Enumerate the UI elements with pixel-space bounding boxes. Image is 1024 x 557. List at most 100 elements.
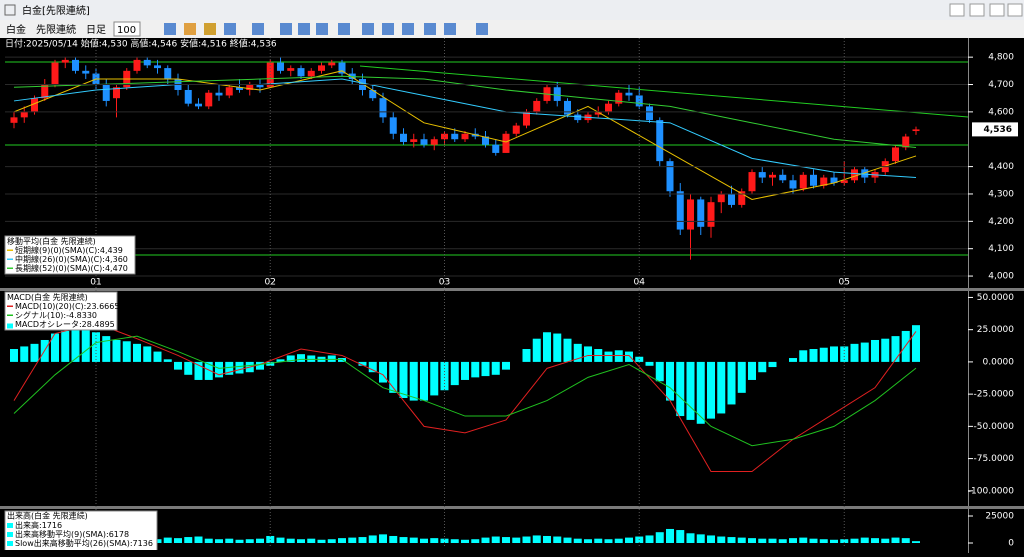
macd-bar — [430, 361, 439, 396]
macd-bar — [830, 346, 838, 362]
volume-bar — [758, 538, 767, 544]
macd-bar — [286, 355, 295, 362]
x-tick-label: 04 — [634, 278, 646, 288]
macd-bar — [379, 361, 387, 383]
candle-body — [553, 87, 561, 101]
candle-body — [287, 68, 295, 71]
macd-bar — [266, 361, 275, 366]
candle-body — [277, 62, 284, 71]
y-tick-label: 4,800 — [988, 53, 1014, 63]
legend-label: 長期線(52)(0)(SMA)(C):4,470 — [15, 263, 128, 273]
macd-bar — [256, 361, 264, 370]
volume-bar — [563, 537, 572, 544]
volume-bar — [584, 539, 592, 544]
macd-bar — [532, 338, 541, 362]
candle-body — [635, 95, 643, 107]
volume-bar — [912, 541, 920, 544]
macd-bar — [215, 361, 223, 378]
legend-swatch — [7, 523, 13, 528]
contract-menu[interactable]: 先限連続 — [36, 23, 76, 36]
x-tick-label: 02 — [265, 278, 276, 288]
macd-bar — [440, 361, 449, 391]
y-tick-label: 4,100 — [988, 244, 1014, 254]
macd-bar — [81, 329, 90, 362]
candle-body — [851, 169, 858, 181]
volume-legend: 出来高(白金 先限連続)出来高:1716出来高移動平均(9)(SMA):6178… — [4, 510, 158, 550]
candle-body — [799, 174, 807, 189]
volume-bar — [276, 537, 285, 544]
macd-bar — [696, 361, 705, 424]
candle-body — [102, 84, 110, 101]
macd-bar — [133, 343, 141, 362]
bars-input-box[interactable] — [113, 21, 141, 37]
macd-plot — [10, 322, 920, 472]
window-title: 白金[先限連続] — [22, 4, 90, 17]
volume-bar — [358, 537, 367, 544]
volume-bar — [502, 537, 510, 544]
window-buttons[interactable] — [949, 3, 1023, 17]
volume-bar — [809, 538, 818, 544]
candle-body — [379, 98, 387, 118]
volume-bar — [327, 539, 336, 544]
candle-body — [574, 114, 582, 121]
macd-bar — [563, 338, 572, 362]
volume-bar — [368, 535, 377, 544]
y-tick-label: 4,300 — [988, 189, 1014, 199]
volume-bar — [901, 538, 910, 544]
volume-bar — [481, 537, 490, 544]
volume-bar — [666, 528, 674, 544]
volume-bar — [840, 539, 849, 544]
legend-label: Slow出来高移動平均(26)(SMA):7136 — [15, 538, 153, 548]
volume-bar — [860, 537, 869, 544]
candle-body — [482, 136, 489, 145]
candle-body — [410, 139, 418, 142]
volume-bar — [471, 539, 480, 544]
volume-bar — [881, 538, 890, 544]
macd-bar — [235, 361, 244, 374]
volume-bar — [194, 536, 203, 544]
volume-bar — [491, 536, 500, 544]
volume-bar — [256, 538, 264, 544]
macd-bar — [204, 361, 213, 380]
candle-body — [502, 133, 510, 153]
candle-body — [430, 139, 438, 145]
legend-swatch — [7, 532, 13, 537]
bars-input[interactable]: 100 — [117, 25, 136, 36]
macd-bar — [338, 358, 346, 362]
macd-line — [13, 322, 917, 472]
volume-bar — [399, 537, 408, 544]
macd-bar — [163, 359, 172, 362]
x-tick-label: 05 — [839, 278, 850, 288]
macd-bar — [297, 354, 305, 362]
candle-body — [902, 136, 910, 148]
candle-body — [892, 147, 899, 162]
macd-bar — [174, 361, 182, 370]
period-select[interactable]: 日足 — [86, 24, 106, 36]
candle-body — [533, 100, 541, 112]
candle-body — [461, 133, 469, 140]
macd-bar — [102, 336, 111, 362]
toolbar — [0, 20, 1024, 38]
candle-body — [143, 59, 151, 66]
macd-bar — [409, 361, 418, 401]
x-tick-label: 03 — [439, 278, 450, 288]
macd-bar — [522, 349, 531, 362]
moving-average-line — [13, 70, 917, 200]
legend-label: MACD(10)(20)(C):23.6665 — [15, 302, 119, 311]
candle-body — [912, 129, 920, 132]
symbol-menu[interactable]: 白金 — [6, 23, 26, 36]
macd-bar — [584, 346, 592, 362]
macd-bar — [871, 339, 879, 362]
volume-bar — [707, 535, 715, 544]
candle-body — [246, 84, 254, 90]
legend-label: 短期線(9)(0)(SMA)(C):4,439 — [15, 245, 123, 255]
candle-body — [236, 87, 243, 90]
volume-bar — [440, 538, 449, 544]
toolbar-icons[interactable] — [164, 23, 488, 35]
volume-bar — [789, 538, 797, 544]
volume-bar — [727, 537, 736, 544]
candle-body — [594, 111, 602, 115]
panel-divider — [0, 506, 1024, 509]
macd-bar — [912, 325, 920, 362]
volume-bar — [215, 539, 223, 544]
